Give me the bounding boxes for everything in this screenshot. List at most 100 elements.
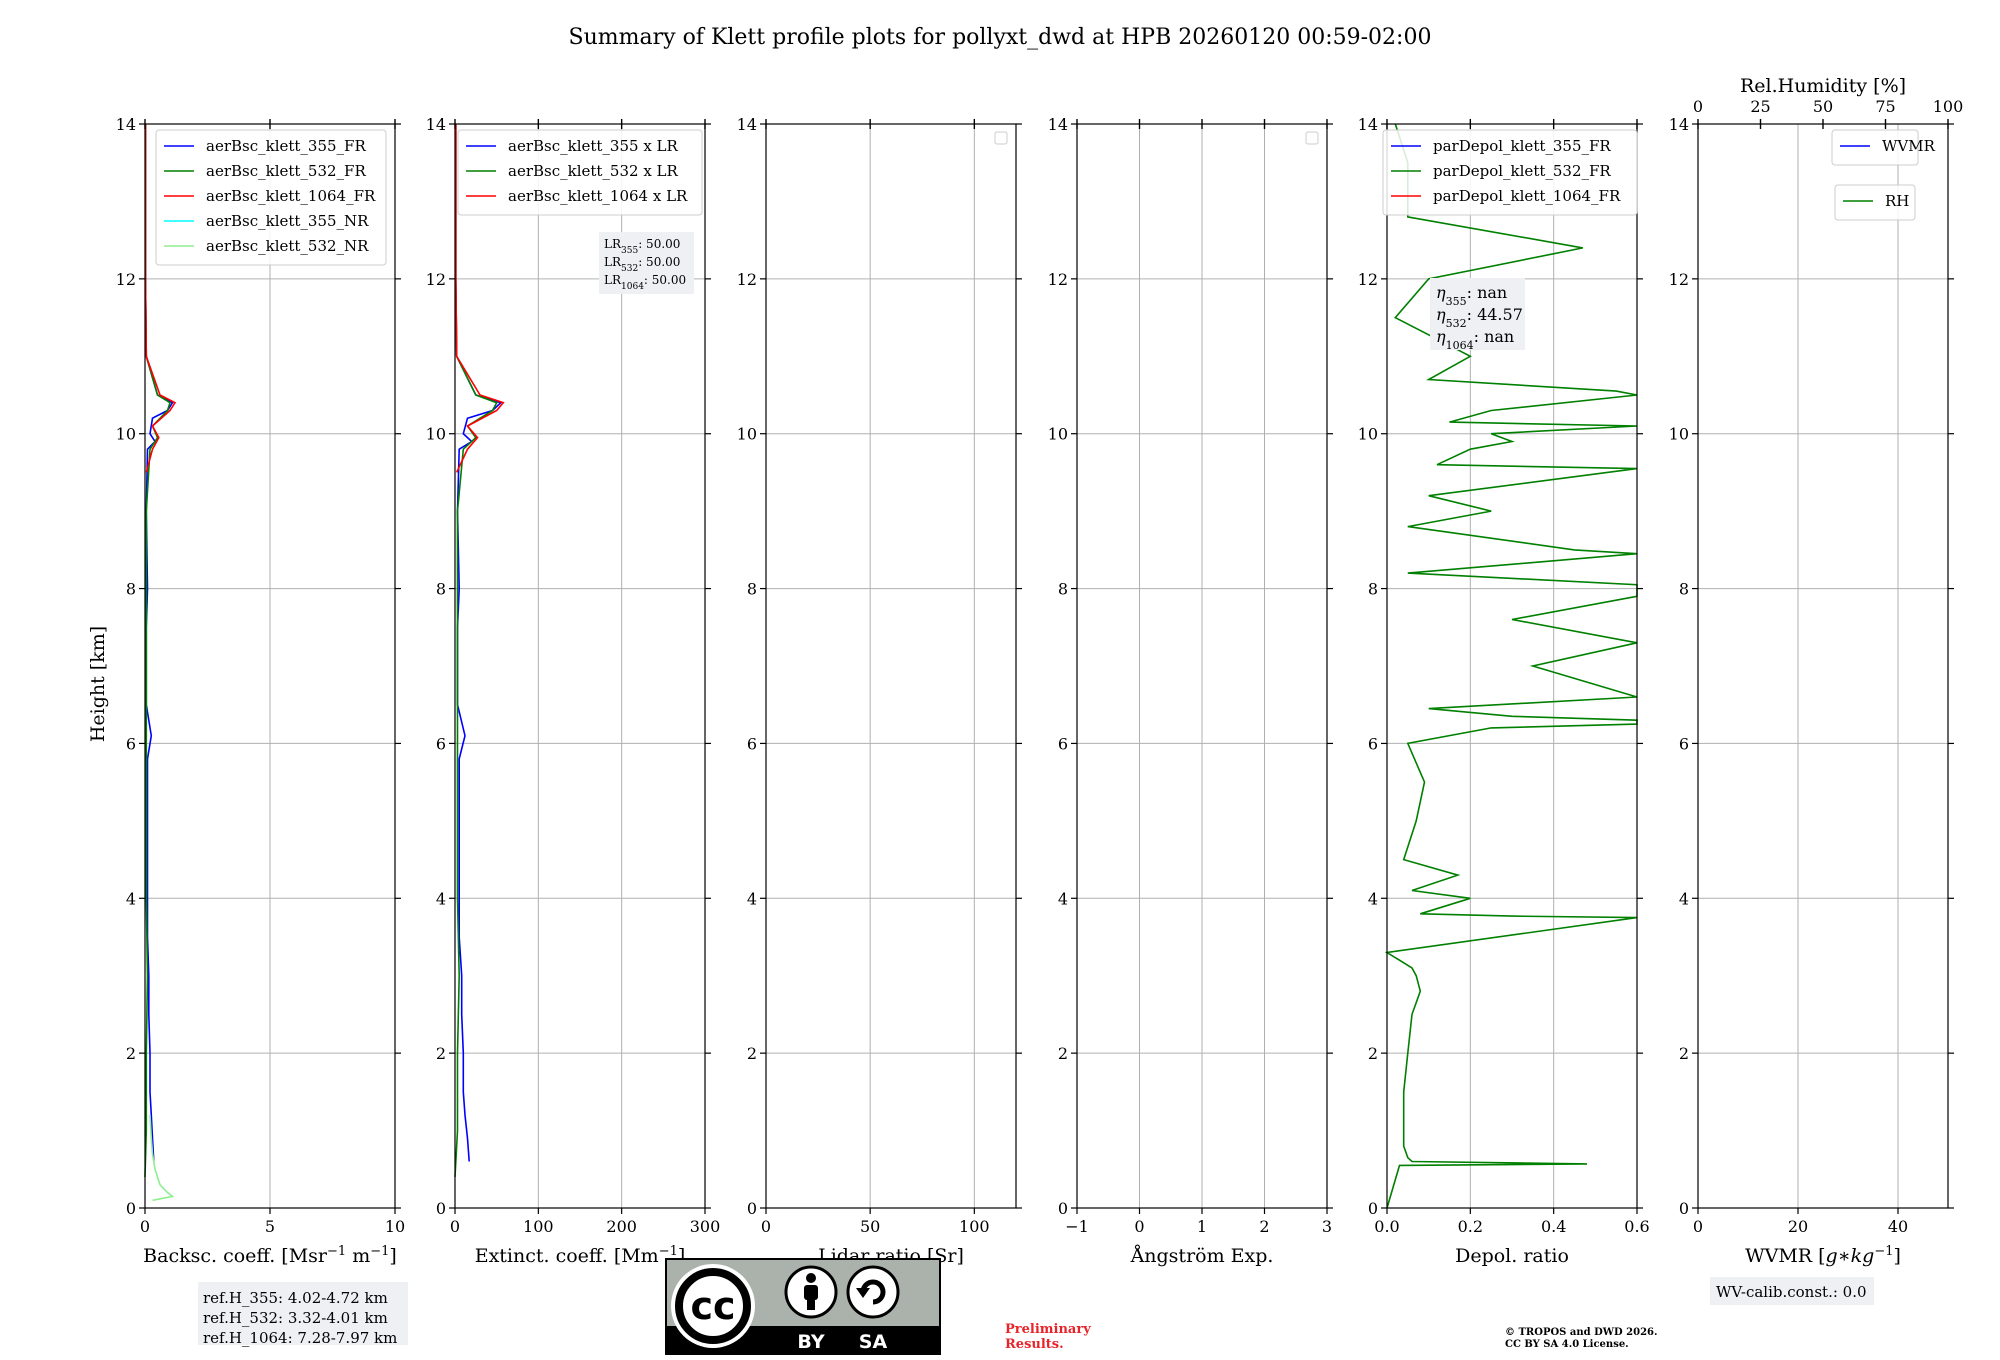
y-tick-label: 4 [747,889,757,908]
series-line-aerbsc-klett-532-x-lr [454,124,498,1178]
legend-wvmr-frame [1831,129,1919,166]
x-tick-label: 0 [450,1217,460,1236]
legend-depol: parDepol_klett_355_FR parDepol_klett_532_… [1382,129,1638,216]
axes-frame [765,123,1017,1209]
by-person-legs [807,1298,815,1310]
x-tick-label: 0.2 [1458,1217,1483,1236]
x-axis-label: Backsc. coeff. [Msr−1 m−1] [143,1244,397,1268]
y-tick-label: 8 [747,580,757,599]
legend-wvmr: WVMR [1831,129,1936,166]
eta-line: η532: 44.57 [1436,305,1523,330]
cc-by-sa-badge[interactable]: cc BY SA [665,1258,941,1355]
y-tick-label: 8 [126,580,136,599]
sa-icon [846,1265,900,1319]
x-tick-label: 5 [265,1217,275,1236]
legend-label: aerBsc_klett_1064 x LR [508,187,688,205]
y-tick-label: 12 [737,270,757,289]
rh-tick-label: 75 [1875,97,1895,116]
rh-tick-label: 100 [1933,97,1964,116]
preliminary-line-1: Preliminary [1005,1322,1091,1337]
ref-height-line: ref.H_355: 4.02-4.72 km [203,1289,388,1307]
y-tick-label: 14 [116,115,136,134]
x-tick-label: 0.4 [1541,1217,1566,1236]
by-label: BY [797,1331,824,1353]
series-line-aerbsc-klett-532-fr [144,124,171,1178]
eta-line: η355: nan [1436,283,1507,308]
series-line-aerbsc-klett-355-x-lr [454,124,503,1162]
y-tick-label: 8 [1679,580,1689,599]
y-tick-label: 10 [426,425,446,444]
x-tick-label: 0.0 [1374,1217,1399,1236]
cc-text: cc [690,1284,735,1328]
x-tick-label: 40 [1888,1217,1908,1236]
legend-label: aerBsc_klett_355 x LR [508,137,679,155]
legend-label: aerBsc_klett_1064_FR [206,187,376,205]
legend-backscatter-frame [155,129,387,266]
x-tick-label: 0 [140,1217,150,1236]
wv-calib-text: WV-calib.const.: 0.0 [1716,1283,1867,1301]
wv-calib-box-bg [1710,1277,1874,1305]
preliminary-line-2: Results. [1005,1337,1064,1352]
y-tick-label: 4 [1368,889,1378,908]
x-tick-label: 50 [860,1217,880,1236]
series-line-aerbsc-klett-355-fr [144,124,174,1162]
preliminary-results-note: Preliminary Results. [1005,1322,1091,1352]
sa-arrow-arc [860,1279,886,1305]
x-tick-label: 20 [1788,1217,1808,1236]
by-person-body [804,1285,818,1300]
y-tick-label: 6 [436,734,446,753]
y-tick-label: 14 [1358,115,1378,134]
eta-line: η1064: nan [1436,327,1514,352]
legend-depol-frame [1382,129,1638,216]
panel-6: 0 20 40 0 2 4 6 8 10 12 14 WVMR [g∗kg−1] 0 25 50 75 100 R… [1669,75,1964,1305]
rh-tick-label: 50 [1813,97,1833,116]
panel-2: 0 100 200 300 0 2 4 6 8 10 12 14 Extinct. coeff. [Mm… [426,115,721,1267]
x-tick-label: 300 [690,1217,721,1236]
x-tick-label: −1 [1065,1217,1089,1236]
x-tick-label: 3 [1322,1217,1332,1236]
legend-label: aerBsc_klett_532_FR [206,162,366,180]
height-axis-label: Height [km] [87,626,109,742]
y-tick-label: 2 [1368,1044,1378,1063]
legend-label: aerBsc_klett_355_FR [206,137,366,155]
sa-arrow-head [856,1288,870,1298]
series-line-pardepol-klett-532-fr [1384,123,1638,1209]
y-tick-label: 14 [426,115,446,134]
rh-tick-label: 25 [1750,97,1770,116]
y-tick-label: 0 [1368,1199,1378,1218]
y-tick-label: 8 [1368,580,1378,599]
rh-tick-label: 0 [1693,97,1703,116]
x-tick-label: 0 [761,1217,771,1236]
y-tick-label: 6 [1679,734,1689,753]
y-tick-label: 12 [426,270,446,289]
y-tick-label: 2 [436,1044,446,1063]
x-axis-label: Ångström Exp. [1130,1245,1274,1267]
axes-frame [1386,123,1638,1209]
y-tick-label: 12 [1669,270,1689,289]
x-axis-label: Depol. ratio [1455,1245,1569,1267]
x-tick-label: 2 [1259,1217,1269,1236]
x-tick-label: 0 [1134,1217,1144,1236]
figure-title: Summary of Klett profile plots for polly… [569,25,1432,50]
sa-label: SA [859,1331,888,1353]
axes-frame [1697,123,1949,1209]
y-tick-label: 0 [436,1199,446,1218]
lr-box-bg [599,232,694,294]
y-tick-label: 6 [1368,734,1378,753]
y-tick-label: 6 [126,734,136,753]
panel-1: 0 5 10 0 2 4 6 8 10 12 14 Backsc. coeff. [Msr−1 m−1… [116,115,408,1347]
x-tick-label: 1 [1197,1217,1207,1236]
series-line-aerbsc-klett-1064-fr [144,124,177,473]
x-tick-label: 0.6 [1624,1217,1649,1236]
y-tick-label: 14 [1669,115,1689,134]
y-tick-label: 0 [126,1199,136,1218]
legend-label: aerBsc_klett_532 x LR [508,162,679,180]
x-tick-label: 0 [1693,1217,1703,1236]
y-tick-label: 4 [436,889,446,908]
x-tick-label: 10 [385,1217,405,1236]
y-tick-label: 10 [737,425,757,444]
y-tick-label: 14 [1048,115,1068,134]
